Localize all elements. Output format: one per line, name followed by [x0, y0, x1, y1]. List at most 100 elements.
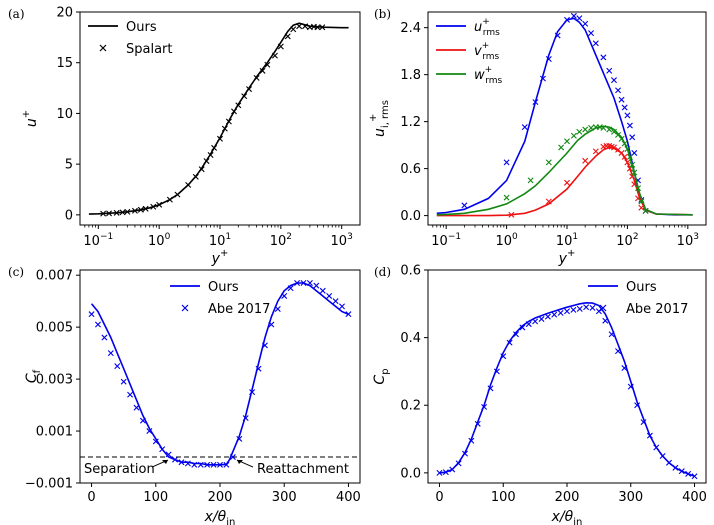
- data-point: [481, 403, 488, 410]
- data-point: [246, 86, 253, 93]
- data-point: [225, 118, 232, 125]
- data-point: [539, 75, 546, 82]
- legend-marker-swatch: [99, 44, 107, 52]
- data-point: [611, 77, 617, 84]
- legend-label: v+ rms: [474, 41, 500, 62]
- data-point: [191, 461, 198, 468]
- data-point: [691, 473, 698, 480]
- data-point: [264, 61, 271, 68]
- data-point: [527, 177, 534, 184]
- data-point: [468, 437, 475, 444]
- data-point: [255, 365, 262, 372]
- data-point: [624, 112, 631, 119]
- x-tick-label: 100: [491, 490, 516, 505]
- data-point: [319, 24, 326, 31]
- x-axis-label: x/θin: [204, 509, 236, 525]
- data-point: [638, 204, 645, 211]
- data-point: [685, 470, 692, 477]
- data-point: [314, 24, 321, 31]
- legend-label: u+ rms: [474, 17, 500, 38]
- data-point: [474, 420, 481, 427]
- data-point: [461, 450, 468, 457]
- y-tick-label: 0.6: [400, 264, 421, 279]
- data-point: [600, 124, 607, 131]
- data-point: [615, 348, 621, 355]
- data-point: [106, 210, 113, 217]
- data-point: [503, 159, 510, 166]
- data-point: [192, 173, 199, 180]
- panel-label: (a): [8, 7, 25, 21]
- data-point: [666, 459, 673, 466]
- data-point: [101, 334, 108, 341]
- data-point: [602, 317, 609, 324]
- x-tick-label: 200: [208, 490, 233, 505]
- data-point: [631, 169, 638, 176]
- y-tick-label: 0: [65, 208, 73, 223]
- data-point: [487, 385, 494, 392]
- plot-area: [80, 279, 360, 468]
- data-point: [268, 321, 275, 328]
- data-point: [207, 152, 214, 159]
- x-axis-label: x/θin: [551, 509, 583, 525]
- x-axis-label: y+: [558, 248, 576, 267]
- data-point: [592, 148, 599, 155]
- legend: Ours Spalart: [88, 20, 173, 57]
- data-point: [178, 459, 185, 466]
- data-point: [150, 203, 157, 210]
- data-point: [600, 54, 607, 61]
- legend-label: Ours: [208, 280, 239, 295]
- data-point: [538, 316, 545, 323]
- data-point: [436, 469, 443, 476]
- data-point: [249, 389, 256, 396]
- data-point: [629, 173, 636, 180]
- data-point: [611, 144, 617, 151]
- data-point: [114, 363, 121, 370]
- data-point: [626, 122, 633, 129]
- data-point: [638, 198, 645, 205]
- x-tick-label: 0: [87, 490, 95, 505]
- data-point: [326, 292, 333, 299]
- data-point: [261, 342, 268, 349]
- data-point: [513, 331, 519, 338]
- panel-2: (b) 10−1 100 101 102 103 0.0 0.6 1.2 1.8 2.4 y+ ui, …: [368, 7, 707, 267]
- data-point: [564, 179, 570, 186]
- legend: Ours Abe 2017: [588, 280, 688, 317]
- x-tick-label: 101: [556, 232, 578, 249]
- x-tick-label: 300: [272, 490, 297, 505]
- y-tick-label: 0.001: [36, 425, 73, 440]
- data-point: [634, 402, 641, 409]
- data-point: [166, 196, 173, 203]
- data-point: [611, 128, 617, 135]
- data-point: [119, 209, 126, 216]
- data-point: [582, 20, 589, 27]
- data-point: [156, 201, 163, 208]
- x-tick-label: 200: [555, 490, 580, 505]
- data-point: [223, 461, 230, 468]
- data-point: [461, 202, 468, 209]
- data-point: [124, 208, 131, 215]
- data-point: [284, 33, 291, 40]
- data-point: [306, 279, 313, 286]
- data-point: [503, 194, 510, 201]
- data-point: [583, 304, 590, 311]
- series-line: [436, 146, 693, 217]
- plot-frame: [427, 11, 707, 226]
- y-tick-label: 0.007: [36, 269, 73, 284]
- data-point: [545, 198, 552, 205]
- data-point: [618, 96, 625, 103]
- y-axis-label: u+: [21, 110, 40, 127]
- y-tick-label: 0.0: [400, 209, 421, 224]
- y-tick-label: 0.2: [400, 399, 421, 414]
- data-point: [204, 461, 211, 468]
- x-tick-label: 400: [336, 490, 361, 505]
- arrowhead-reattachment: [237, 460, 243, 465]
- data-point: [229, 454, 236, 461]
- panel-label: (d): [374, 265, 391, 279]
- data-point: [100, 210, 107, 217]
- plot-area: [436, 301, 698, 480]
- data-point: [576, 305, 583, 312]
- y-axis-label: Cf: [24, 369, 43, 383]
- data-point: [627, 383, 634, 390]
- arrowhead-separation: [162, 460, 168, 465]
- annotation-separation: Separation: [84, 462, 155, 477]
